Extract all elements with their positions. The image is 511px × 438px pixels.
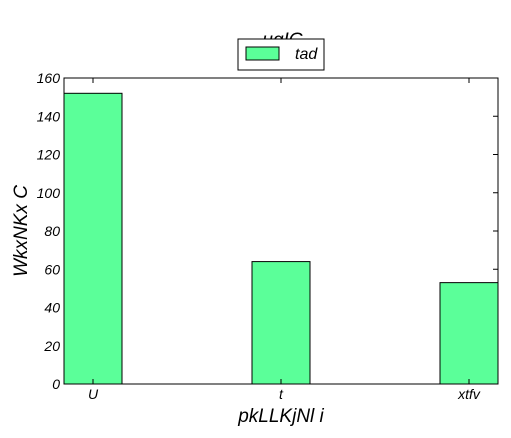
y-tick-label: 0 — [52, 376, 60, 392]
x-tick-label: U — [88, 386, 99, 402]
y-tick-label: 60 — [44, 261, 60, 277]
legend-swatch-tad — [245, 46, 280, 61]
y-tick-label: 160 — [37, 70, 61, 86]
y-axis-title: WkxNKx C — [11, 185, 32, 277]
x-tick-label: t — [279, 386, 284, 402]
x-axis-title: pkLLKjNl i — [237, 406, 324, 427]
bars — [63, 92, 499, 385]
y-tick-label: 100 — [37, 185, 61, 201]
y-tick-label: 20 — [43, 338, 60, 354]
x-tick-label: xtfv — [457, 386, 481, 402]
legend-label-tad: tad — [295, 46, 318, 63]
y-tick-label: 80 — [44, 223, 60, 239]
bar-t — [251, 261, 311, 385]
y-tick-label: 40 — [44, 300, 60, 316]
y-tick-label: 140 — [37, 108, 61, 124]
legend: tad — [237, 38, 325, 71]
bar-xtfv — [439, 282, 499, 385]
bar-U — [63, 92, 123, 385]
y-tick-label: 120 — [37, 147, 61, 163]
